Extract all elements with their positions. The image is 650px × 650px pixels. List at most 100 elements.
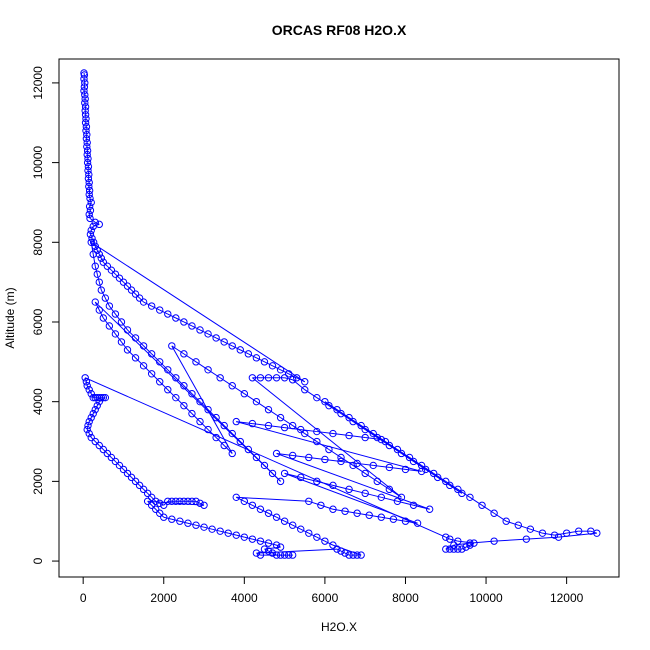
data-point: [196, 499, 204, 507]
data-point: [184, 519, 192, 527]
series-segment: [260, 540, 269, 544]
series-segment: [304, 389, 318, 399]
data-point: [421, 465, 430, 474]
data-point: [478, 501, 486, 509]
data-point: [168, 515, 176, 523]
data-point: [82, 127, 90, 135]
series-segment: [90, 241, 306, 383]
series-segment: [239, 441, 249, 450]
data-point: [83, 131, 91, 139]
series-segment: [95, 221, 100, 225]
data-point: [333, 545, 341, 553]
data-point: [446, 481, 454, 490]
data-point: [82, 378, 91, 386]
data-point: [514, 521, 522, 529]
data-point: [91, 242, 99, 250]
data-point: [115, 461, 124, 470]
series-segment: [115, 313, 122, 323]
data-point: [276, 551, 285, 559]
data-point: [276, 413, 285, 422]
data-point: [280, 551, 289, 559]
series-segment: [324, 458, 342, 462]
series-segment: [506, 520, 519, 526]
data-point: [522, 535, 531, 543]
data-point: [192, 521, 200, 529]
x-tick-label: 12000: [550, 591, 584, 605]
series-segment: [365, 437, 382, 441]
data-point: [147, 493, 156, 502]
series-segment: [106, 453, 112, 458]
data-point: [85, 190, 93, 199]
series-segment: [90, 437, 96, 442]
data-point: [81, 95, 89, 103]
data-point: [288, 521, 297, 529]
data-point: [288, 451, 297, 460]
series-segment: [308, 456, 325, 460]
data-point: [264, 547, 273, 555]
data-point: [385, 485, 394, 494]
data-point: [276, 366, 285, 374]
series-segment: [98, 282, 102, 291]
data-point: [450, 545, 458, 553]
data-point: [212, 334, 220, 342]
series-segment: [449, 538, 458, 542]
data-point: [462, 543, 470, 551]
series-segment: [123, 469, 128, 474]
data-point: [188, 390, 196, 398]
data-point: [89, 409, 97, 418]
series-segment: [131, 477, 136, 482]
series-segment: [191, 325, 201, 331]
series-segment: [179, 520, 189, 524]
data-point: [409, 501, 418, 509]
series-segment: [199, 329, 209, 335]
data-point: [280, 469, 289, 478]
data-point: [89, 222, 97, 231]
data-point: [272, 551, 281, 559]
data-point: [305, 453, 313, 462]
series-segment: [187, 522, 197, 526]
data-point: [325, 445, 333, 454]
data-point: [458, 545, 466, 553]
series-segment: [94, 301, 281, 482]
data-point: [180, 382, 188, 390]
series-segment: [461, 546, 467, 550]
series-segment: [119, 277, 124, 283]
data-point: [83, 158, 92, 167]
series-segment: [127, 473, 132, 478]
series-segment: [119, 465, 124, 470]
series-segment: [228, 532, 237, 536]
data-point: [216, 374, 224, 382]
series-segment: [151, 353, 161, 363]
data-point: [357, 421, 365, 430]
data-point: [160, 513, 168, 521]
data-point: [252, 549, 261, 557]
series-segment: [207, 409, 217, 418]
data-point: [99, 393, 108, 402]
data-point: [204, 425, 212, 434]
x-axis-title: H2O.X: [321, 620, 357, 634]
data-point: [272, 449, 281, 458]
data-point: [131, 354, 140, 362]
data-point: [156, 509, 164, 517]
x-tick-label: 0: [80, 591, 87, 605]
data-point: [442, 477, 450, 486]
data-point: [204, 405, 212, 414]
data-point: [345, 431, 353, 440]
data-point: [123, 469, 132, 478]
series-segment: [276, 452, 293, 456]
data-point: [117, 318, 126, 326]
series-segment: [284, 472, 418, 524]
data-point: [81, 91, 89, 99]
data-point: [105, 302, 114, 310]
series-segment: [115, 273, 120, 279]
series-segment: [147, 500, 153, 506]
data-point: [164, 497, 172, 505]
series-segment: [469, 496, 483, 506]
data-point: [329, 505, 337, 513]
data-point: [147, 350, 156, 358]
series-segment: [566, 530, 579, 534]
series-segment: [183, 321, 193, 327]
data-point: [502, 517, 510, 525]
y-tick-label: 2000: [31, 468, 45, 495]
series-segment: [324, 540, 334, 546]
